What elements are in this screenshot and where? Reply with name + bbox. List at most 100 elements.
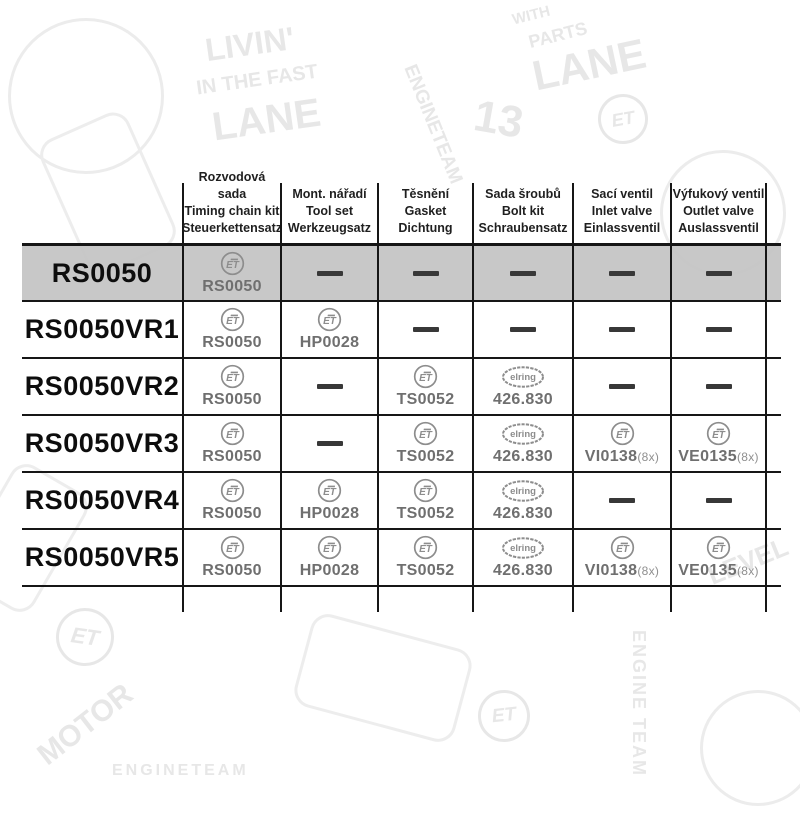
cell-RS0050VR5-bolt-kit: elring 426.830 [472,528,572,585]
watermark-text: LIVIN' [202,19,297,69]
header-cell-tool-set: Mont. nářadí Tool set Werkzeugsatz [280,183,377,243]
cell-RS0050VR2-timing-chain-kit: ET RS0050 [182,357,280,414]
not-included-dash [705,498,732,503]
svg-text:ET: ET [419,544,433,555]
not-included-dash [412,327,439,332]
not-included-dash [412,270,439,276]
et-logo-icon: ET [413,478,438,503]
part-number: RS0050 [202,391,262,408]
not-included-dash [316,270,343,276]
cell-RS0050VR2-gasket: ET TS0052 [377,357,472,414]
stub-cell-bolt-kit [472,585,572,612]
part-number: VE0135(8x) [678,562,759,579]
header-cell-bolt-kit: Sada šroubů Bolt kit Schraubensatz [472,183,572,243]
watermark-text: ENGINETEAM [112,762,249,779]
cell-RS0050VR1-outlet-valve [670,300,765,357]
stub-cell-inlet-valve [572,585,670,612]
cell-RS0050VR2-inlet-valve [572,357,670,414]
et-logo-icon: ET [220,251,244,275]
svg-text:ET: ET [616,430,630,441]
header-cell-timing-chain-kit: Rozvodová sada Timing chain kit Steuerke… [181,170,283,243]
not-included-dash [609,327,635,332]
svg-text:ET: ET [226,373,240,384]
header-line-en: Bolt kit [501,204,545,218]
not-included-dash [510,270,536,276]
not-included-dash [609,498,635,503]
svg-text:ET: ET [712,544,726,555]
part-number: 426.830 [493,447,553,465]
part-number: 426.830 [493,504,553,522]
svg-text:ET: ET [323,544,337,555]
svg-text:ET: ET [419,487,433,498]
header-line-de: Einlassventil [583,221,661,235]
svg-text:ET: ET [226,487,240,498]
et-logo-icon: ET [317,307,342,332]
part-quantity: (8x) [736,450,759,464]
watermark-text: MOTOR [31,677,140,772]
header-line-en: Gasket [404,204,447,218]
header-line-de: Werkzeugsatz [287,221,372,235]
cell-RS0050-tool-set [280,243,377,300]
part-number: RS0050 [202,505,262,522]
header-line-de: Schraubensatz [478,221,568,235]
et-logo-icon: ET [413,535,438,560]
cell-RS0050VR5-outlet-valve: ET VE0135(8x) [670,528,765,585]
not-included-dash [316,384,343,389]
watermark-text: ENGINETEAM [399,61,467,187]
watermark-badge-label: ET [490,703,518,728]
part-quantity: (8x) [637,564,660,578]
row-label-RS0050VR4: RS0050VR4 [22,471,182,528]
cell-RS0050VR3-trailing [765,414,781,471]
header-line-cz: Sací ventil [591,187,653,201]
watermark-et-badge: ET [52,604,118,670]
et-logo-icon: ET [220,364,244,389]
cell-RS0050VR4-outlet-valve [670,471,765,528]
header-line-de: Steuerkettensatz [181,221,283,235]
elring-logo-icon: elring [502,365,544,388]
not-included-dash [609,384,635,389]
part-number: 426.830 [493,390,553,408]
et-logo-icon: ET [706,535,731,560]
variants-table: Rozvodová sada Timing chain kit Steuerke… [22,170,781,612]
cell-RS0050VR1-timing-chain-kit: ET RS0050 [182,300,280,357]
cell-RS0050VR3-gasket: ET TS0052 [377,414,472,471]
et-logo-icon: ET [706,421,731,446]
part-number: VE0135(8x) [678,448,759,465]
part-number: RS0050 [202,277,262,295]
cell-RS0050VR1-trailing [765,300,781,357]
cell-RS0050VR4-gasket: ET TS0052 [377,471,472,528]
row-label-RS0050VR5: RS0050VR5 [22,528,182,585]
elring-logo-icon: elring [502,422,544,445]
elring-logo-icon: elring [502,536,544,559]
cell-RS0050VR2-trailing [765,357,781,414]
svg-text:ET: ET [323,487,337,498]
not-included-dash [705,270,732,276]
header-line-en: Outlet valve [683,204,754,218]
watermark-badge-label: ET [609,106,636,131]
not-included-dash [609,270,635,276]
cell-RS0050VR3-timing-chain-kit: ET RS0050 [182,414,280,471]
part-number: TS0052 [396,391,455,408]
svg-text:elring: elring [510,543,536,554]
part-number: TS0052 [396,562,455,579]
cell-RS0050VR5-gasket: ET TS0052 [377,528,472,585]
stub-cell-tool-set [280,585,377,612]
et-logo-icon: ET [220,421,244,446]
stub-cell-outlet-valve [670,585,765,612]
et-logo-icon: ET [220,535,244,560]
svg-text:ET: ET [226,544,240,555]
cell-RS0050VR1-gasket [377,300,472,357]
header-cell-outlet-valve: Výfukový ventil Outlet valve Auslassvent… [670,183,765,243]
cell-RS0050VR4-tool-set: ET HP0028 [280,471,377,528]
et-logo-icon: ET [610,535,634,560]
svg-text:elring: elring [510,429,536,440]
part-number: HP0028 [299,562,360,579]
cell-RS0050-outlet-valve [670,243,765,300]
svg-text:ET: ET [712,430,726,441]
part-number: HP0028 [299,334,360,351]
cell-RS0050VR2-outlet-valve [670,357,765,414]
not-included-dash [510,327,536,332]
et-logo-icon: ET [413,421,438,446]
svg-text:ET: ET [419,430,433,441]
